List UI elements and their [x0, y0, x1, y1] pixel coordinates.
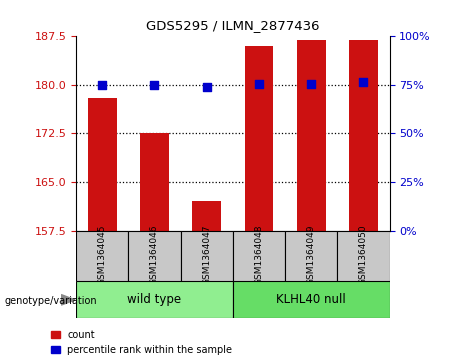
Text: KLHL40 null: KLHL40 null	[276, 293, 346, 306]
Text: GSM1364047: GSM1364047	[202, 225, 211, 285]
Text: genotype/variation: genotype/variation	[5, 295, 97, 306]
Text: GSM1364050: GSM1364050	[359, 225, 368, 285]
Title: GDS5295 / ILMN_2877436: GDS5295 / ILMN_2877436	[146, 19, 319, 32]
Text: wild type: wild type	[127, 293, 182, 306]
FancyBboxPatch shape	[337, 231, 390, 281]
Point	[307, 81, 315, 86]
Text: GSM1364045: GSM1364045	[98, 225, 106, 285]
Bar	[140, 133, 169, 231]
Bar	[192, 201, 221, 231]
FancyBboxPatch shape	[76, 281, 233, 318]
Point	[99, 82, 106, 88]
Point	[255, 81, 263, 86]
FancyBboxPatch shape	[76, 231, 128, 281]
Text: GSM1364046: GSM1364046	[150, 225, 159, 285]
Text: GSM1364049: GSM1364049	[307, 225, 316, 285]
Point	[360, 79, 367, 85]
FancyBboxPatch shape	[233, 281, 390, 318]
Point	[151, 82, 158, 88]
Point	[203, 84, 210, 90]
Bar	[88, 98, 117, 231]
Text: GSM1364048: GSM1364048	[254, 225, 263, 285]
Bar	[244, 46, 273, 231]
Polygon shape	[61, 295, 75, 305]
Bar	[297, 40, 325, 231]
Legend: count, percentile rank within the sample: count, percentile rank within the sample	[51, 330, 232, 355]
FancyBboxPatch shape	[181, 231, 233, 281]
FancyBboxPatch shape	[233, 231, 285, 281]
Bar	[349, 40, 378, 231]
FancyBboxPatch shape	[285, 231, 337, 281]
FancyBboxPatch shape	[128, 231, 181, 281]
